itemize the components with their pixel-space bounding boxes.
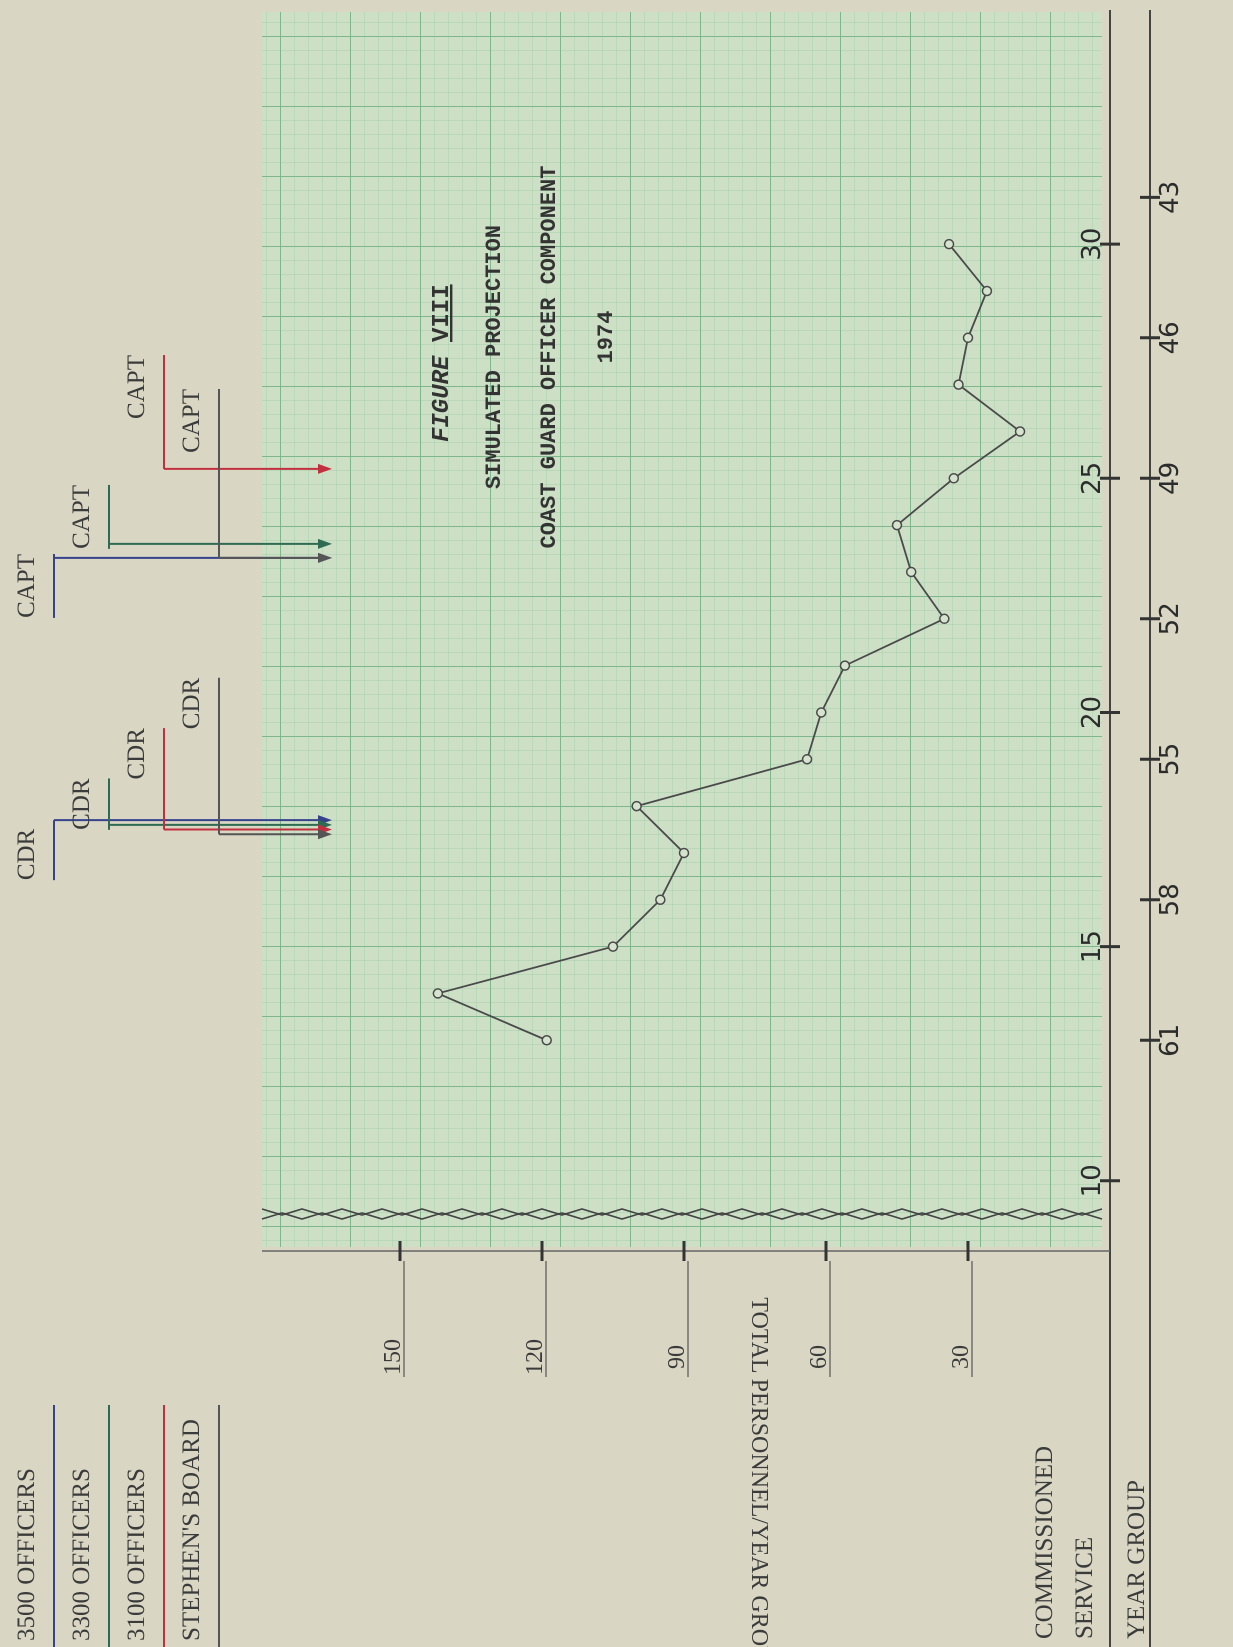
legend-label: 3100 OFFICERS (123, 1468, 150, 1641)
figure-number: VIII (429, 284, 456, 342)
data-point (939, 613, 950, 625)
data-point (981, 285, 993, 297)
data-line (435, 243, 1022, 1042)
marker-label: CDR (123, 728, 150, 780)
subtitle: SIMULATED PROJECTION (482, 225, 507, 489)
x2-tick-label: 55 (1155, 743, 1185, 776)
marker-label: CAPT (13, 554, 40, 618)
marker-arrowhead (318, 829, 332, 840)
data-point (607, 941, 619, 952)
y-tick-label: 90 (664, 1345, 690, 1369)
x-tick-label: 15 (1077, 930, 1107, 963)
y-tick-label: 150 (380, 1339, 406, 1375)
marker-label: CDR (68, 778, 95, 830)
x2-tick-label: 61 (1155, 1024, 1185, 1057)
graph-grid (262, 12, 1102, 1247)
marker-arrowhead (318, 538, 332, 549)
x-axis-label-box: COMMISSIONED SERVICE (1031, 1445, 1098, 1639)
data-point (631, 800, 642, 812)
legend-label: 3500 OFFICERS (13, 1468, 40, 1641)
marker-label: CDR (13, 828, 40, 880)
axis-break (261, 1208, 1103, 1220)
data-point (891, 519, 903, 531)
x-tick-label: 30 (1077, 228, 1107, 261)
marker-arrowhead (318, 463, 332, 474)
y-tick-label: 30 (948, 1345, 974, 1369)
x2-tick-label: 43 (1155, 181, 1185, 214)
legend-label: STEPHEN'S BOARD (178, 1419, 205, 1641)
data-point (905, 566, 917, 578)
y-tick-label: 120 (522, 1339, 548, 1375)
data-point (962, 332, 974, 344)
marker-label: CAPT (123, 355, 150, 419)
data-point (541, 1035, 552, 1046)
x2-tick-label: 49 (1155, 462, 1185, 495)
x-tick-label: 10 (1077, 1164, 1107, 1197)
x-tick-label: 25 (1077, 462, 1107, 495)
x2-tick-label: 46 (1155, 321, 1185, 354)
x-tick-label: 20 (1077, 696, 1107, 729)
data-point (801, 754, 813, 765)
marker-label: CAPT (178, 389, 205, 453)
x2-tick-label: 52 (1155, 602, 1185, 635)
data-point (816, 707, 827, 718)
data-point (678, 847, 690, 859)
legend-label: 3300 OFFICERS (68, 1468, 95, 1641)
subtitle: COAST GUARD OFFICER COMPONENT (537, 166, 562, 549)
data-point (655, 894, 666, 906)
data-point (948, 473, 960, 484)
data-point (432, 988, 444, 999)
marker-label: CAPT (68, 485, 95, 549)
y-axis-label: TOTAL PERSONNEL/YEAR GROUP (746, 1297, 772, 1647)
rotated-page: FIGURE VIII SIMULATED PROJECTION COAST G… (13, 10, 1185, 1647)
data-point (839, 660, 851, 671)
x2-tick-label: 58 (1155, 883, 1185, 916)
data-point (1014, 426, 1026, 437)
year: 1974 (594, 311, 619, 364)
x-axis-label: COMMISSIONED SERVICE (1031, 1445, 1098, 1639)
data-point (953, 379, 964, 390)
x2-axis-label: YEAR GROUP (1123, 1480, 1150, 1639)
y-tick-label: 60 (806, 1345, 832, 1369)
marker-label: CDR (178, 677, 205, 729)
figure-label: FIGURE (429, 355, 456, 442)
marker-arrowhead (318, 552, 332, 563)
data-point (943, 238, 955, 250)
